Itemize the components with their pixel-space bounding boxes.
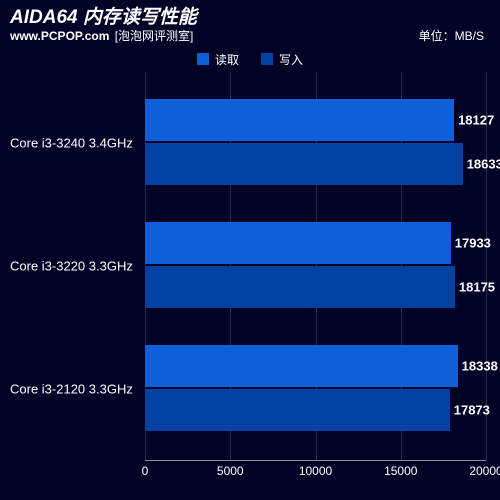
bar: 17873 xyxy=(145,389,450,431)
chart-header: AIDA64 内存读写性能 www.PCPOP.com [泡泡网评测室] 单位：… xyxy=(0,0,500,46)
unit-label: 单位：MB/S xyxy=(419,27,484,44)
category-label: Core i3-3220 3.3GHz xyxy=(0,258,145,273)
bar-group: Core i3-3240 3.4GHz1812718633 xyxy=(145,99,486,187)
bar-value: 17873 xyxy=(454,402,490,417)
bar-group: Core i3-3220 3.3GHz1793318175 xyxy=(145,222,486,310)
legend-swatch xyxy=(197,53,209,65)
bar-group: Core i3-2120 3.3GHz1833817873 xyxy=(145,345,486,433)
bar-value: 18127 xyxy=(458,113,494,128)
legend-swatch xyxy=(261,53,273,65)
memory-benchmark-chart: AIDA64 内存读写性能 www.PCPOP.com [泡泡网评测室] 单位：… xyxy=(0,0,500,500)
legend-label: 读取 xyxy=(215,51,239,68)
x-tick-label: 15000 xyxy=(384,464,417,478)
chart-title: AIDA64 内存读写性能 xyxy=(10,2,490,29)
x-tick-label: 10000 xyxy=(299,464,332,478)
category-label: Core i3-3240 3.4GHz xyxy=(0,136,145,151)
bar: 18633 xyxy=(145,143,463,185)
bar-value: 17933 xyxy=(455,235,491,250)
bar-value: 18175 xyxy=(459,279,495,294)
x-tick-label: 0 xyxy=(142,464,149,478)
bar-value: 18338 xyxy=(462,358,498,373)
x-tick-label: 20000 xyxy=(469,464,500,478)
category-label: Core i3-2120 3.3GHz xyxy=(0,381,145,396)
x-tick-label: 5000 xyxy=(217,464,244,478)
bar: 17933 xyxy=(145,222,451,264)
legend-item: 读取 xyxy=(197,51,239,68)
site-credit: www.PCPOP.com xyxy=(10,29,109,43)
bar: 18338 xyxy=(145,345,458,387)
bar: 18175 xyxy=(145,266,455,308)
bar: 18127 xyxy=(145,99,454,141)
bar-groups: Core i3-3240 3.4GHz1812718633 Core i3-322… xyxy=(145,72,486,460)
plot-area: Core i3-3240 3.4GHz1812718633 Core i3-322… xyxy=(145,72,486,460)
bar-value: 18633 xyxy=(467,157,500,172)
x-axis-line xyxy=(145,460,486,461)
chart-legend: 读取 写入 xyxy=(0,46,500,72)
x-axis: 05000100001500020000 xyxy=(145,460,486,500)
legend-item: 写入 xyxy=(261,51,303,68)
chart-subtitle: www.PCPOP.com [泡泡网评测室] 单位：MB/S xyxy=(10,27,490,44)
legend-label: 写入 xyxy=(279,51,303,68)
lab-credit: [泡泡网评测室] xyxy=(115,29,194,43)
